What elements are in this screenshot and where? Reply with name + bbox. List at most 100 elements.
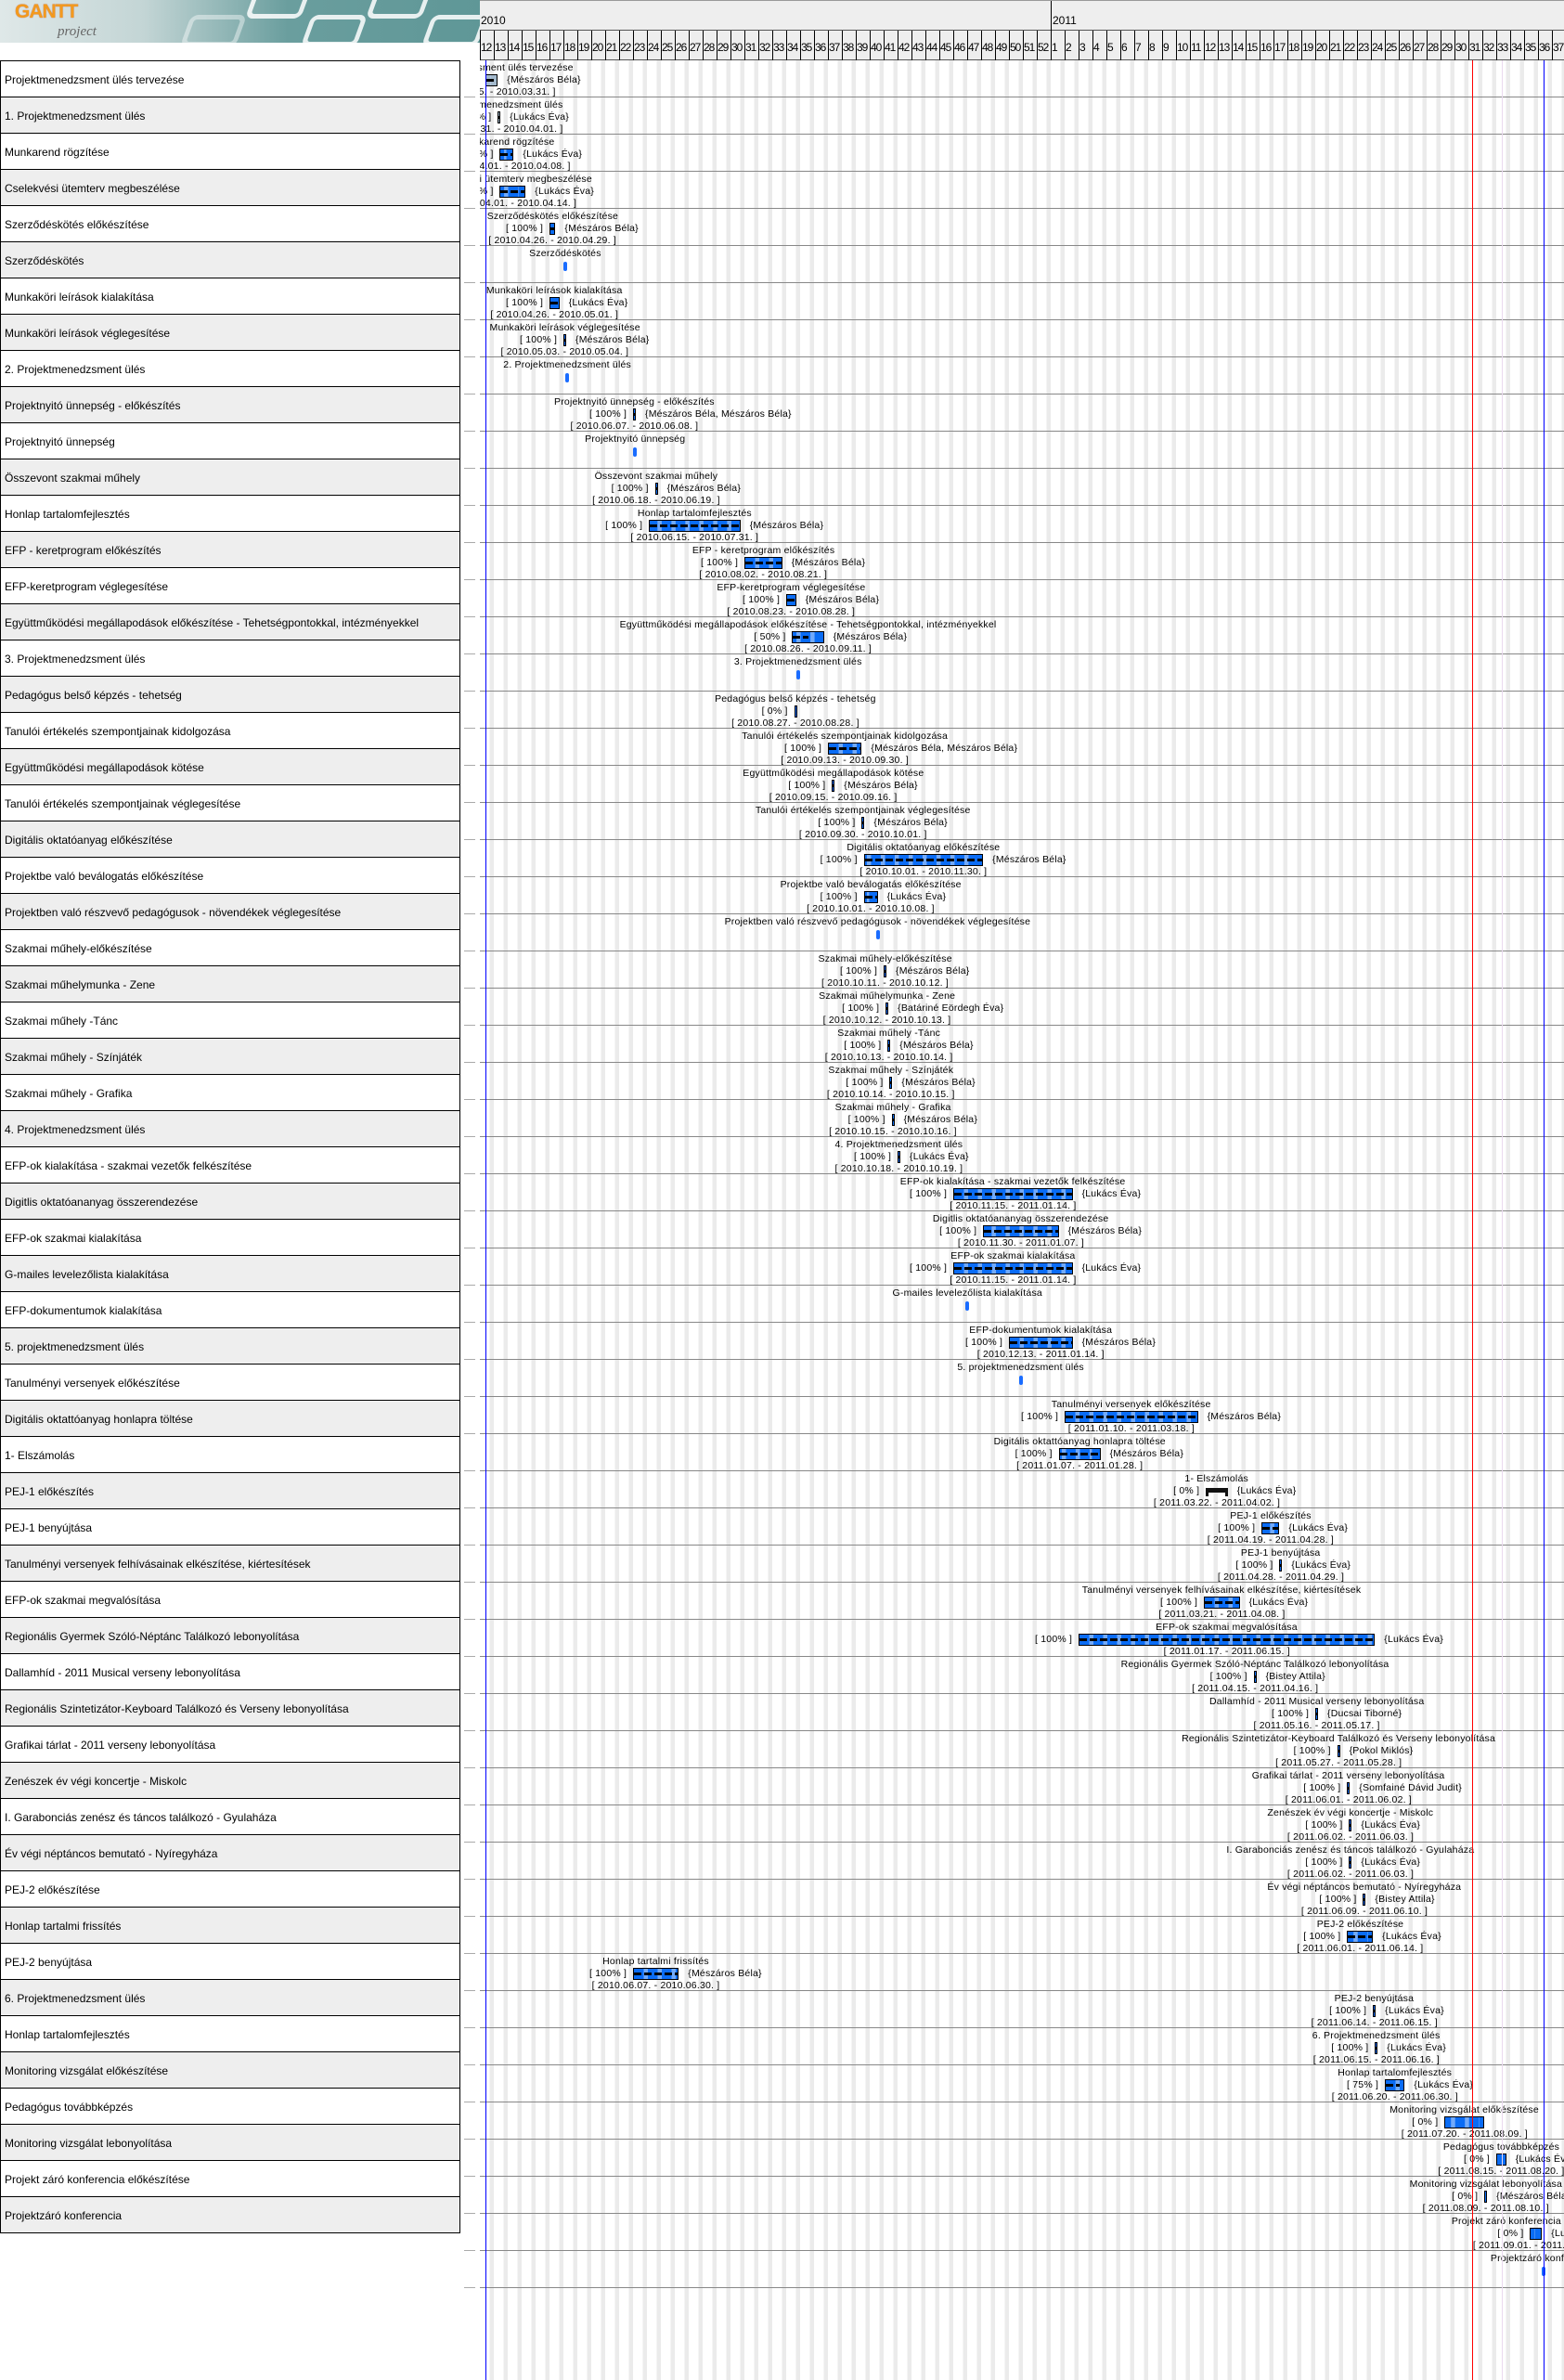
task-name-cell[interactable]: Regionális Szintetizátor-Keyboard Találk… xyxy=(0,1689,460,1727)
task-name-cell[interactable]: Tanulményi versenyek felhívásainak elkés… xyxy=(0,1545,460,1582)
task-name-cell[interactable]: Honlap tartalomfejlesztés xyxy=(0,2015,460,2052)
task-name-cell[interactable]: Dallamhíd - 2011 Musical verseny lebonyo… xyxy=(0,1653,460,1690)
task-name-cell[interactable]: Összevont szakmai műhely xyxy=(0,459,460,496)
task-name-cell[interactable]: Regionális Gyermek Szóló-Néptánc Találko… xyxy=(0,1617,460,1654)
task-bar[interactable] xyxy=(1385,2079,1405,2091)
task-bar[interactable] xyxy=(794,705,797,718)
task-bar[interactable] xyxy=(1373,2005,1377,2017)
task-bar[interactable] xyxy=(891,1114,895,1126)
task-name-cell[interactable]: PEJ-2 előkészítése xyxy=(0,1870,460,1908)
task-bar[interactable] xyxy=(863,854,984,866)
task-name-cell[interactable]: Honlap tartalmi frissítés xyxy=(0,1907,460,1944)
task-bar[interactable] xyxy=(1363,1894,1366,1906)
task-name-cell[interactable]: Pedagógus belső képzés - tehetség xyxy=(0,676,460,713)
milestone-diamond-icon[interactable] xyxy=(795,670,800,679)
task-name-cell[interactable]: Szerződéskötés xyxy=(0,241,460,278)
task-bar[interactable] xyxy=(1009,1337,1073,1349)
task-bar[interactable] xyxy=(792,631,824,643)
task-name-cell[interactable]: Digitális oktatóanyag előkészítése xyxy=(0,821,460,858)
task-bar[interactable] xyxy=(889,1077,893,1089)
task-bar[interactable] xyxy=(983,1225,1059,1237)
task-name-cell[interactable]: EFP-ok szakmai kialakítása xyxy=(0,1219,460,1256)
task-bar[interactable] xyxy=(885,1002,889,1015)
task-bar[interactable] xyxy=(499,186,526,198)
task-name-cell[interactable]: Szakmai műhely-előkészítése xyxy=(0,929,460,966)
task-bar[interactable] xyxy=(863,891,878,903)
task-bar[interactable] xyxy=(953,1262,1073,1274)
task-name-cell[interactable]: Projekt záró konferencia előkészítése xyxy=(0,2160,460,2197)
task-name-cell[interactable]: Honlap tartalomfejlesztés xyxy=(0,495,460,532)
task-name-cell[interactable]: 1. Projektmenedzsment ülés xyxy=(0,97,460,134)
task-name-cell[interactable]: Projektbe való beválogatás előkészítése xyxy=(0,857,460,894)
task-name-cell[interactable]: Szakmai műhely - Színjáték xyxy=(0,1038,460,1075)
task-bar[interactable] xyxy=(887,1040,891,1052)
task-bar[interactable] xyxy=(861,817,865,829)
task-bar[interactable] xyxy=(1349,1819,1352,1831)
task-bar[interactable] xyxy=(953,1188,1073,1200)
gantt-chart-area[interactable]: Projektmenedzsment ülés tervezése [ 100% … xyxy=(480,60,1564,2380)
task-bar[interactable] xyxy=(633,408,636,420)
task-bar[interactable] xyxy=(654,483,658,495)
task-name-cell[interactable]: Monitoring vizsgálat lebonyolítása xyxy=(0,2124,460,2161)
task-bar[interactable] xyxy=(1065,1411,1198,1423)
task-bar[interactable] xyxy=(485,74,498,86)
task-bar[interactable] xyxy=(1530,2228,1543,2240)
task-name-cell[interactable]: Tanulményi versenyek előkészítése xyxy=(0,1364,460,1401)
summary-bar[interactable] xyxy=(1206,1488,1228,1496)
task-bar[interactable] xyxy=(1204,1597,1240,1609)
task-bar[interactable] xyxy=(1375,2042,1378,2054)
task-name-cell[interactable]: Cselekvési ütemterv megbeszélése xyxy=(0,169,460,206)
task-bar[interactable] xyxy=(828,743,862,755)
task-name-cell[interactable]: EFP-dokumentumok kialakítása xyxy=(0,1291,460,1328)
task-name-cell[interactable]: PEJ-1 benyújtása xyxy=(0,1508,460,1546)
milestone-diamond-icon[interactable] xyxy=(1018,1376,1023,1385)
milestone-diamond-icon[interactable] xyxy=(875,930,880,939)
task-bar[interactable] xyxy=(1079,1634,1376,1646)
task-name-cell[interactable]: Együttműködési megállapodások előkészíté… xyxy=(0,603,460,640)
milestone-diamond-icon[interactable] xyxy=(965,1301,969,1311)
task-name-cell[interactable]: Munkaköri leírások véglegesítése xyxy=(0,314,460,351)
task-name-cell[interactable]: 4. Projektmenedzsment ülés xyxy=(0,1110,460,1147)
task-bar[interactable] xyxy=(498,111,501,123)
task-name-cell[interactable]: EFP-keretprogram véglegesítése xyxy=(0,567,460,604)
task-name-cell[interactable]: I. Garabonciás zenész és táncos találkoz… xyxy=(0,1798,460,1835)
task-name-cell[interactable]: Szakmai műhely -Tánc xyxy=(0,1002,460,1039)
task-name-cell[interactable]: Szakmai műhely - Grafika xyxy=(0,1074,460,1111)
task-bar[interactable] xyxy=(884,965,886,977)
task-bar[interactable] xyxy=(1058,1448,1101,1460)
task-name-cell[interactable]: G-mailes levelezőlista kialakítása xyxy=(0,1255,460,1292)
task-name-cell[interactable]: Zenészek év végi koncertje - Miskolc xyxy=(0,1762,460,1799)
task-name-cell[interactable]: Digitlis oktatóananyag összerendezése xyxy=(0,1183,460,1220)
task-name-cell[interactable]: 1- Elszámolás xyxy=(0,1436,460,1473)
task-bar[interactable] xyxy=(649,520,741,532)
task-name-cell[interactable]: 5. projektmenedzsment ülés xyxy=(0,1327,460,1365)
milestone-diamond-icon[interactable] xyxy=(633,447,638,457)
milestone-diamond-icon[interactable] xyxy=(563,262,568,271)
task-name-cell[interactable]: PEJ-1 előkészítés xyxy=(0,1472,460,1509)
task-bar[interactable] xyxy=(633,1968,679,1980)
task-name-cell[interactable]: 2. Projektmenedzsment ülés xyxy=(0,350,460,387)
task-name-cell[interactable]: Monitoring vizsgálat előkészítése xyxy=(0,2051,460,2089)
task-bar[interactable] xyxy=(1261,1522,1280,1534)
task-name-cell[interactable]: Év végi néptáncos bemutató - Nyíregyháza xyxy=(0,1834,460,1871)
task-name-cell[interactable]: Projektnyitó ünnepség - előkészítés xyxy=(0,386,460,423)
task-bar[interactable] xyxy=(744,557,782,569)
task-bar[interactable] xyxy=(1496,2154,1506,2166)
task-name-cell[interactable]: EFP-ok kialakítása - szakmai vezetők fel… xyxy=(0,1146,460,1184)
task-bar[interactable] xyxy=(563,334,566,346)
task-name-cell[interactable]: Szakmai műhelymunka - Zene xyxy=(0,965,460,1002)
task-bar[interactable] xyxy=(1315,1708,1318,1720)
task-name-cell[interactable]: Grafikai tárlat - 2011 verseny lebonyolí… xyxy=(0,1726,460,1763)
task-bar[interactable] xyxy=(549,223,556,235)
task-name-cell[interactable]: EFP-ok szakmai megvalósítása xyxy=(0,1581,460,1618)
task-name-cell[interactable]: Munkarend rögzítése xyxy=(0,133,460,170)
task-bar[interactable] xyxy=(786,594,796,606)
task-bar[interactable] xyxy=(549,297,560,309)
task-name-cell[interactable]: Projektzáró konferencia xyxy=(0,2196,460,2233)
task-bar[interactable] xyxy=(1337,1745,1340,1757)
task-name-cell[interactable]: Digitális oktattóanyag honlapra töltése xyxy=(0,1400,460,1437)
milestone-diamond-icon[interactable] xyxy=(565,373,570,382)
task-name-cell[interactable]: 3. Projektmenedzsment ülés xyxy=(0,640,460,677)
task-bar[interactable] xyxy=(1484,2191,1488,2203)
task-name-cell[interactable]: Projektnyitó ünnepség xyxy=(0,422,460,459)
